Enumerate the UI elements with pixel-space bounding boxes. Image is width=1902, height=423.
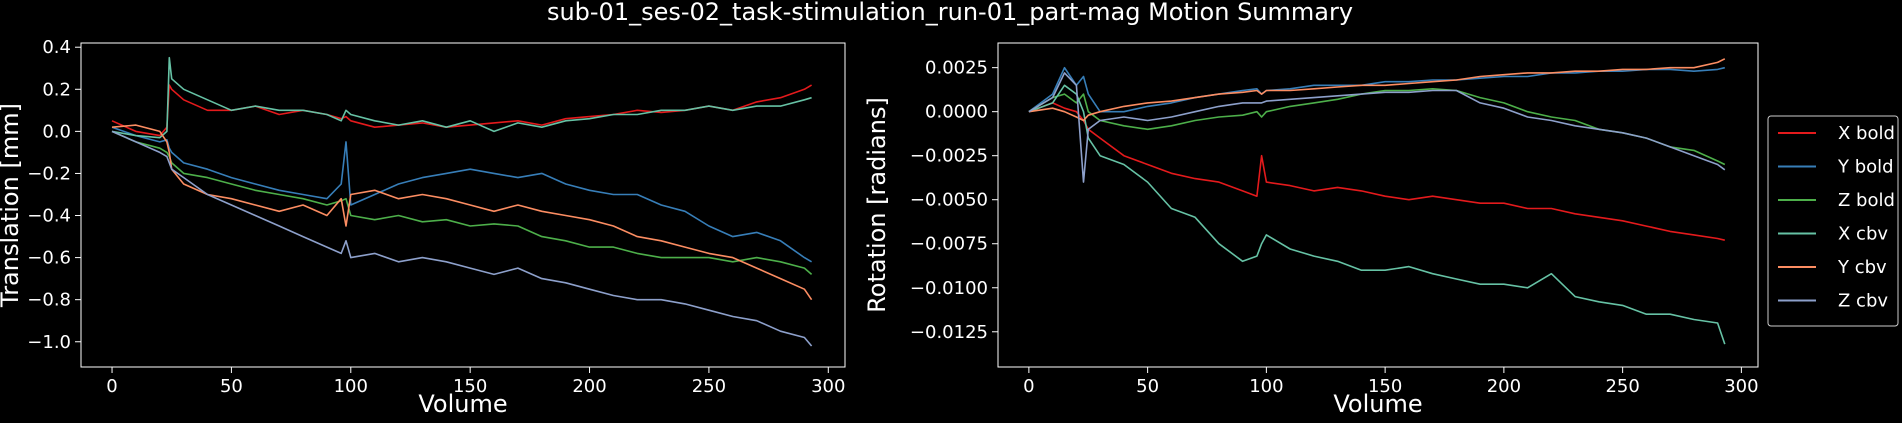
figure-title: sub-01_ses-02_task-stimulation_run-01_pa… xyxy=(547,0,1353,26)
legend-entry-label: Z cbv xyxy=(1838,291,1888,312)
x-tick-label: 250 xyxy=(692,376,726,397)
series-line-y-cbv xyxy=(1028,58,1726,122)
x-tick-label: 200 xyxy=(572,376,606,397)
y-tick-label: −0.0025 xyxy=(910,146,988,167)
series-line-x-bold xyxy=(1028,102,1725,241)
x-tick-label: 0 xyxy=(1023,376,1034,397)
y-axis-label: Rotation [radians] xyxy=(863,97,891,313)
series-line-y-bold xyxy=(111,126,813,263)
x-tick-label: 300 xyxy=(1724,376,1758,397)
plot-frame xyxy=(80,42,846,368)
legend-entry-label: Z bold xyxy=(1838,190,1895,211)
x-tick-label: 100 xyxy=(1249,376,1283,397)
legend-entry-label: X cbv xyxy=(1838,224,1888,245)
series-line-x-cbv xyxy=(111,56,812,139)
chart-panel-translation: 0 50 100 150 200 250 300 0.4 0.2 0.0 −0.2 −0.4 −0.6 −… xyxy=(0,37,846,418)
series-line-z-cbv xyxy=(111,130,813,347)
y-tick-label: −0.2 xyxy=(27,163,71,184)
y-tick-label: −0.6 xyxy=(27,248,71,269)
series-line-x-cbv xyxy=(1028,84,1726,345)
y-tick-label: −1.0 xyxy=(27,332,71,353)
x-tick-label: 100 xyxy=(334,376,368,397)
y-tick-label: −0.0100 xyxy=(910,278,988,299)
legend-entry-label: Y bold xyxy=(1837,157,1894,178)
y-tick-label: 0.0 xyxy=(42,121,71,142)
legend: X bold Y bold Z bold X cbv Y cbv Z cbv xyxy=(1767,115,1899,327)
series-line-y-cbv xyxy=(111,124,813,301)
series-line-z-cbv xyxy=(1028,72,1726,183)
legend-entry-label: Y cbv xyxy=(1837,257,1887,278)
y-tick-label: −0.0125 xyxy=(910,322,988,343)
legend-entry-label: X bold xyxy=(1838,123,1895,144)
x-tick-label: 300 xyxy=(811,376,845,397)
x-axis-label: Volume xyxy=(418,390,507,418)
y-tick-label: 0.2 xyxy=(42,79,71,100)
x-tick-label: 150 xyxy=(453,376,487,397)
x-tick-label: 50 xyxy=(220,376,243,397)
x-tick-label: 250 xyxy=(1605,376,1639,397)
series-line-z-bold xyxy=(111,130,813,276)
y-tick-label: 0.0000 xyxy=(925,102,988,123)
y-tick-label: −0.8 xyxy=(27,290,71,311)
x-tick-label: 150 xyxy=(1368,376,1402,397)
x-tick-label: 50 xyxy=(1136,376,1159,397)
y-tick-label: 0.0025 xyxy=(925,58,988,79)
chart-panel-rotation: 0 50 100 150 200 250 300 0.0025 0.0000 −0.0025 −0.… xyxy=(863,42,1759,418)
legend-frame xyxy=(1767,115,1899,327)
y-tick-label: −0.0050 xyxy=(910,190,988,211)
plot-frame xyxy=(997,42,1759,368)
x-tick-label: 0 xyxy=(106,376,117,397)
y-tick-label: 0.4 xyxy=(42,37,71,58)
y-tick-label: −0.0075 xyxy=(910,234,988,255)
y-tick-label: −0.4 xyxy=(27,206,71,227)
x-axis-label: Volume xyxy=(1333,390,1422,418)
y-axis-label: Translation [mm] xyxy=(0,103,24,308)
x-tick-label: 200 xyxy=(1487,376,1521,397)
